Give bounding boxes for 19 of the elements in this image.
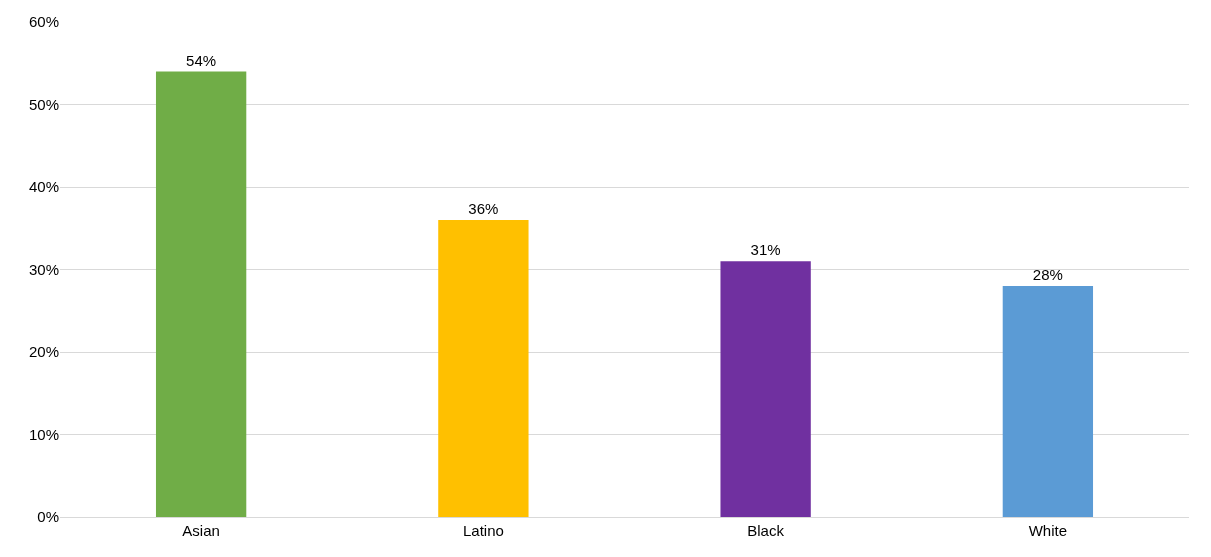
data-label: 36% bbox=[468, 200, 499, 217]
y-tick-label: 20% bbox=[28, 343, 59, 361]
y-tick-label: 30% bbox=[28, 260, 59, 278]
bar bbox=[720, 261, 811, 517]
data-label: 28% bbox=[1032, 266, 1063, 283]
x-tick-label: Asian bbox=[182, 522, 220, 539]
y-tick-label: 40% bbox=[28, 178, 59, 196]
bar bbox=[155, 71, 247, 517]
data-label: 54% bbox=[186, 51, 217, 69]
y-tick-label: 0% bbox=[37, 508, 59, 526]
bar bbox=[438, 220, 529, 517]
x-tick-label: Black bbox=[747, 522, 785, 539]
x-tick-label: Latino bbox=[462, 522, 504, 539]
bar bbox=[1002, 286, 1094, 517]
y-tick-label: 10% bbox=[28, 425, 59, 443]
y-tick-label: 50% bbox=[28, 95, 59, 113]
y-tick-label: 60% bbox=[28, 13, 59, 31]
data-label: 31% bbox=[750, 241, 781, 259]
x-tick-label: White bbox=[1028, 522, 1068, 539]
